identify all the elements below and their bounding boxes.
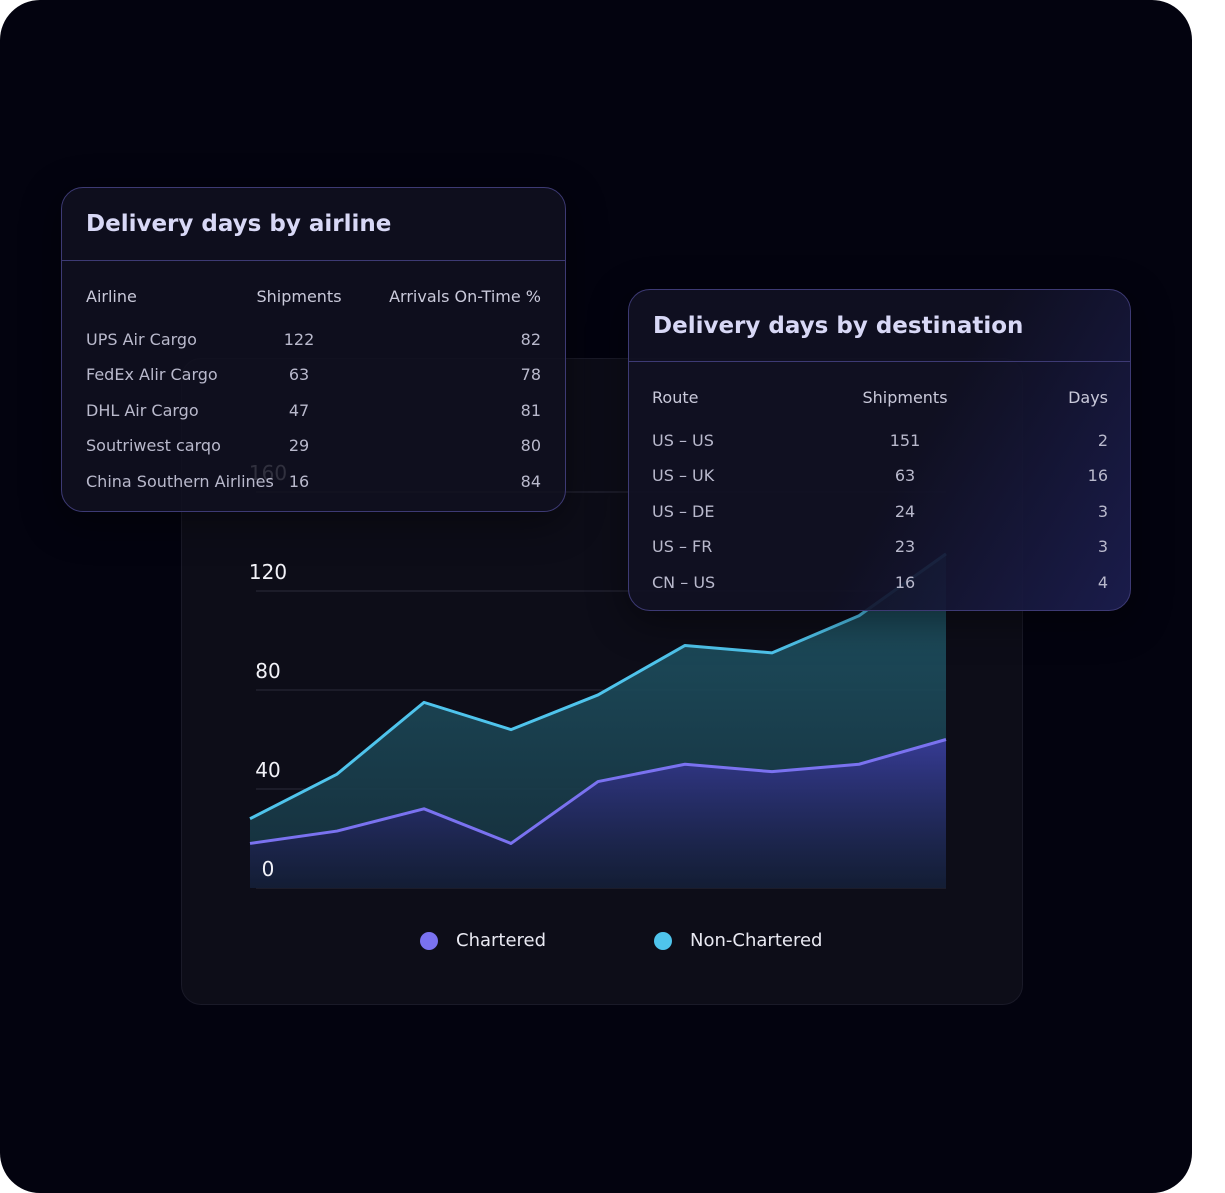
airline-header-0: Airline: [86, 287, 137, 306]
destination-table-title: Delivery days by destination: [629, 290, 1130, 362]
area-chartered: [250, 739, 946, 888]
airline-header-2: Arrivals On-Time %: [389, 287, 541, 306]
legend-label-non-chartered: Non-Chartered: [690, 930, 823, 951]
destination-header-1: Shipments: [862, 388, 948, 407]
destination-row-1-cell-2: 16: [1087, 466, 1108, 485]
destination-row-2-cell-0: US – DE: [652, 501, 715, 521]
destination-row-2-cell-1: 24: [894, 501, 916, 521]
destination-row-3-cell-2: 3: [1097, 537, 1108, 556]
destination-row-4-cell-1: 16: [894, 572, 916, 592]
airline-row-3-cell-1: 29: [288, 436, 310, 455]
chart-legend: Chartered Non-Chartered: [420, 930, 822, 951]
airline-row-2-cell-0: DHL Air Cargo: [86, 400, 199, 420]
airline-row-1-cell-2: 78: [520, 365, 541, 384]
destination-row-4-cell-0: CN – US: [652, 572, 716, 592]
airline-row-4-cell-1: 16: [288, 471, 310, 491]
y-tick-label-40: 40: [255, 758, 280, 782]
airline-header-1: Shipments: [256, 287, 342, 306]
airline-table-panel: Delivery days by airline Airline Shipment…: [61, 187, 566, 512]
destination-header-2: Days: [1068, 388, 1108, 407]
airline-row-2-cell-2: 81: [520, 400, 541, 420]
airline-row-4-cell-0: China Southern Airlines: [86, 471, 274, 491]
destination-row-2-cell-2: 3: [1097, 501, 1108, 521]
destination-row-3-cell-1: 23: [894, 537, 916, 556]
destination-row-4-cell-2: 4: [1097, 572, 1108, 592]
airline-row-1-cell-0: FedEx Alir Cargo: [86, 365, 218, 384]
airline-table-title: Delivery days by airline: [62, 188, 565, 261]
destination-row-0-cell-2: 2: [1097, 430, 1108, 450]
legend-item-chartered: Chartered: [420, 930, 546, 951]
airline-row-0-cell-2: 82: [520, 329, 541, 349]
destination-row-1-cell-1: 63: [894, 466, 916, 485]
destination-header-0: Route: [652, 388, 699, 407]
legend-label-chartered: Chartered: [456, 930, 547, 951]
series-line-non-chartered: [249, 552, 947, 821]
airline-row-0-cell-1: 122: [283, 329, 315, 349]
destination-row-1-cell-0: US – UK: [652, 466, 715, 485]
airline-row-1-cell-1: 63: [288, 365, 310, 384]
legend-dot-non-chartered: [654, 931, 673, 950]
area-chart: 04080120160: [249, 461, 947, 889]
series-line-chartered: [249, 738, 947, 845]
y-tick-label-0: 0: [262, 857, 275, 881]
y-tick-label-80: 80: [255, 659, 280, 683]
airline-row-3-cell-2: 80: [520, 436, 541, 455]
destination-row-0-cell-1: 151: [889, 430, 921, 450]
y-tick-label-120: 120: [249, 560, 287, 584]
airline-row-2-cell-1: 47: [288, 400, 310, 420]
airline-row-3-cell-0: Soutriwest carqo: [86, 436, 221, 455]
destination-row-3-cell-0: US – FR: [652, 537, 713, 556]
legend-item-non-chartered: Non-Chartered: [654, 930, 822, 951]
destination-row-0-cell-0: US – US: [652, 430, 714, 450]
legend-dot-chartered: [420, 931, 438, 950]
destination-table-panel: Delivery days by destination Route Shipme…: [628, 289, 1131, 611]
canvas-background: 04080120160 Chartered Non-Chartered Deli…: [0, 0, 1192, 1193]
airline-row-0-cell-0: UPS Air Cargo: [86, 329, 197, 349]
airline-row-4-cell-2: 84: [520, 471, 541, 491]
